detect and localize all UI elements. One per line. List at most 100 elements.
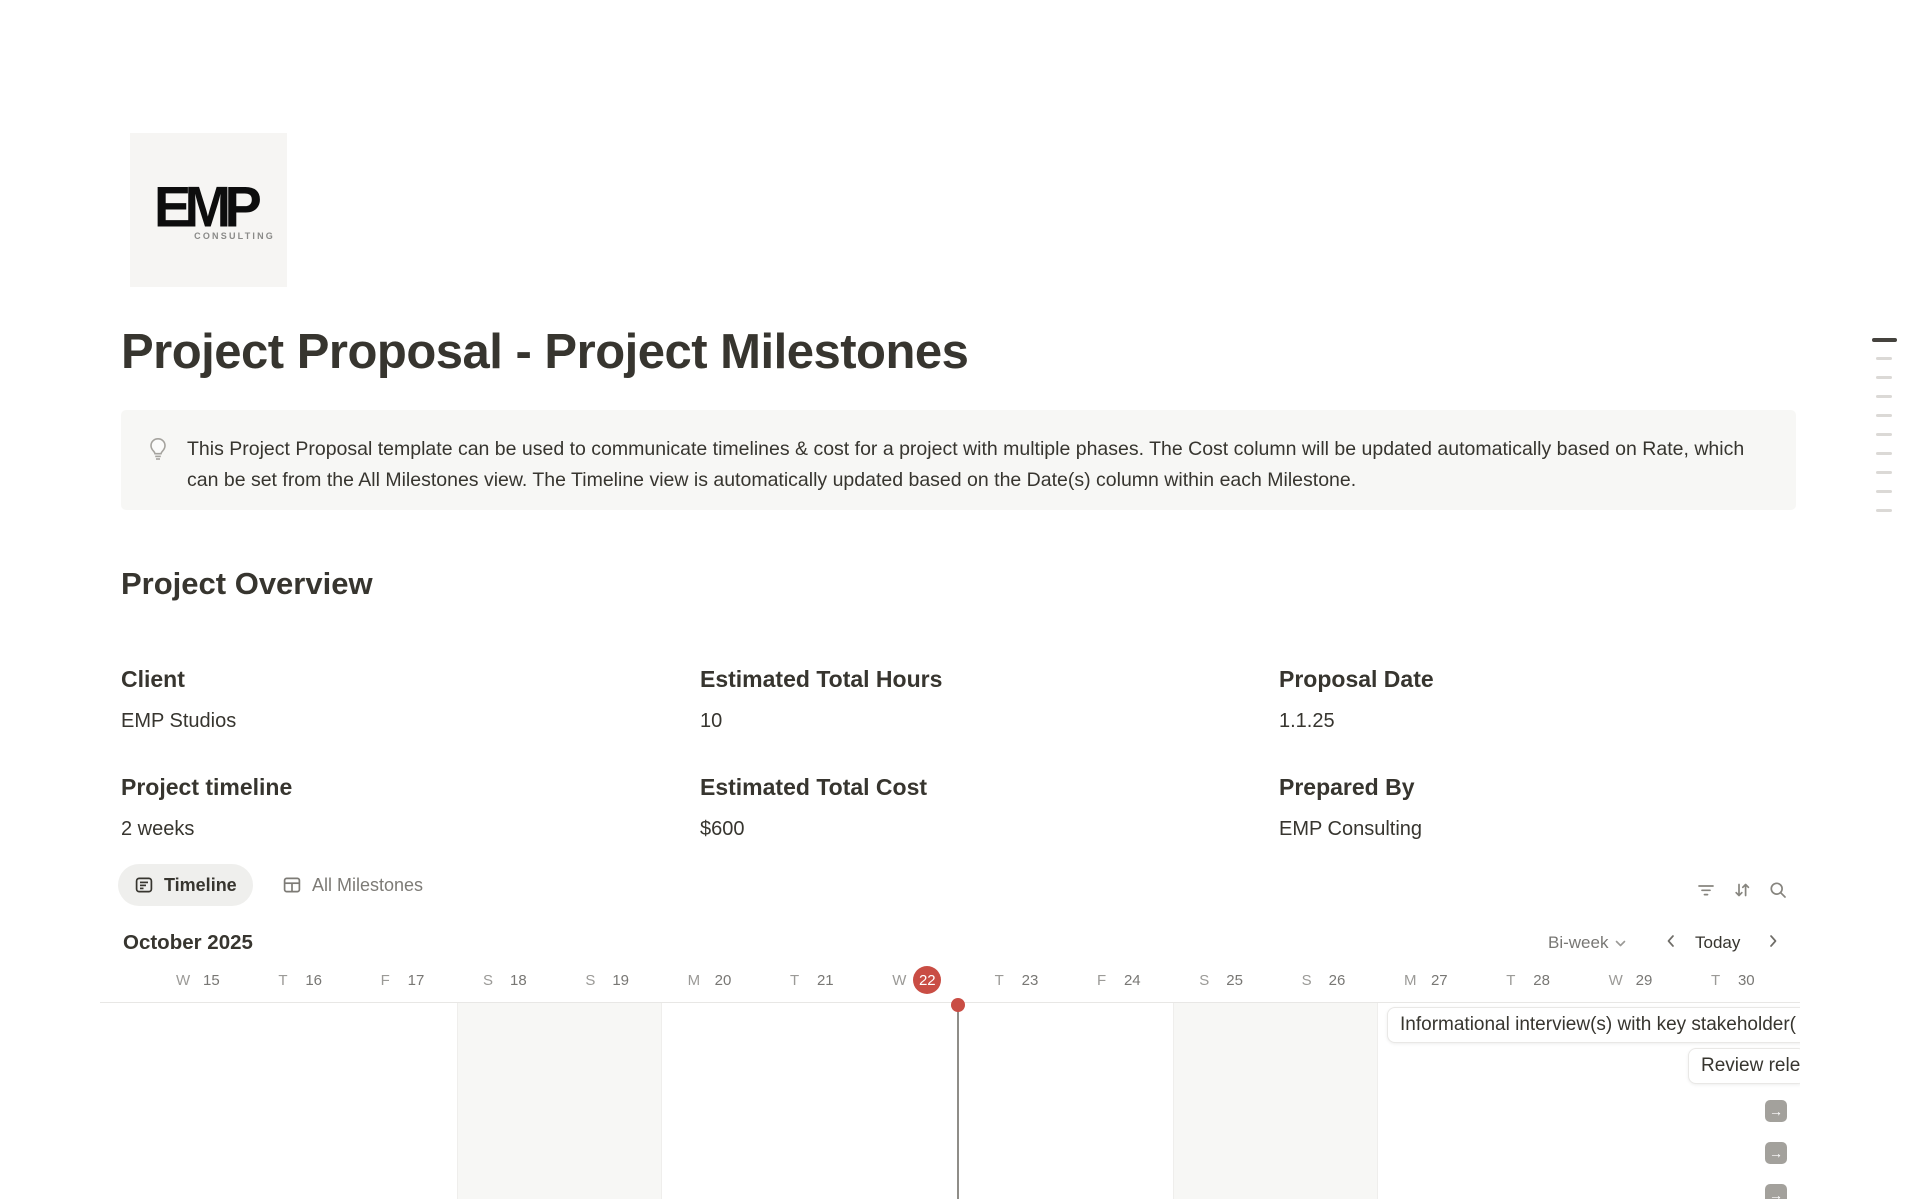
timeline-day-header: W 15 T 16 F 17 S 18 S 19 M 20 T 21 W 22 T 23 F 24 S 25 S 26 M 27 T… bbox=[100, 961, 1800, 1001]
outline-dash[interactable] bbox=[1876, 395, 1892, 398]
day-number: 25 bbox=[1226, 971, 1243, 989]
timeline-month-label: October 2025 bbox=[123, 931, 253, 954]
table-view-icon bbox=[282, 875, 302, 895]
outline-dash-active[interactable] bbox=[1872, 338, 1897, 342]
timeline-body: Informational interview(s) with key stak… bbox=[100, 1002, 1800, 1199]
day-letter: M bbox=[1403, 971, 1417, 989]
outline-dash[interactable] bbox=[1876, 414, 1892, 417]
arrow-right-icon: → bbox=[1769, 1103, 1783, 1119]
day-header-cell: W 15 bbox=[150, 961, 252, 999]
light-bulb-icon bbox=[145, 436, 171, 462]
page-logo[interactable]: EMP CONSULTING bbox=[130, 133, 287, 287]
chevron-left-icon bbox=[1664, 933, 1678, 949]
outline-dash[interactable] bbox=[1876, 490, 1892, 493]
today-date-badge: 22 bbox=[913, 966, 942, 994]
day-letter: W bbox=[176, 971, 191, 989]
tab-all-milestones-label: All Milestones bbox=[312, 874, 424, 895]
milestone-bar[interactable]: Review relev bbox=[1688, 1048, 1800, 1084]
arrow-right-icon: → bbox=[1769, 1187, 1783, 1199]
day-number: 28 bbox=[1533, 971, 1550, 989]
tab-timeline-label: Timeline bbox=[164, 874, 237, 895]
timeline-today-label: Today bbox=[1695, 933, 1741, 952]
tab-timeline[interactable]: Timeline bbox=[118, 864, 253, 906]
today-indicator-dot bbox=[951, 998, 965, 1012]
timeline-prev-button[interactable] bbox=[1664, 933, 1678, 949]
day-header-cell: T 30 bbox=[1685, 961, 1787, 999]
day-letter: T bbox=[789, 971, 800, 989]
field-value[interactable]: EMP Consulting bbox=[1279, 818, 1423, 840]
field-value[interactable]: 2 weeks bbox=[121, 818, 195, 840]
timeline-zoom-value: Bi-week bbox=[1548, 933, 1609, 952]
page-title[interactable]: Project Proposal - Project Milestones bbox=[121, 325, 969, 379]
day-header-cell: T 21 bbox=[764, 961, 866, 999]
day-header-cell: T 23 bbox=[969, 961, 1071, 999]
day-number: 19 bbox=[612, 971, 629, 989]
outline-dash[interactable] bbox=[1876, 509, 1892, 512]
timeline-today-button[interactable]: Today bbox=[1695, 933, 1740, 953]
timeline-zoom-select[interactable]: Bi-week bbox=[1548, 933, 1627, 953]
section-heading: Project Overview bbox=[121, 566, 373, 601]
day-letter: F bbox=[1096, 971, 1107, 989]
day-letter: T bbox=[278, 971, 288, 989]
field-label: Project timeline bbox=[121, 774, 293, 800]
outline-dash[interactable] bbox=[1876, 357, 1892, 360]
outline-dash[interactable] bbox=[1876, 433, 1892, 436]
day-letter: M bbox=[687, 971, 701, 989]
field-label: Estimated Total Cost bbox=[700, 774, 928, 800]
filter-icon[interactable] bbox=[1694, 878, 1718, 902]
field-value[interactable]: 1.1.25 bbox=[1279, 710, 1335, 732]
day-header-cell: F 17 bbox=[355, 961, 457, 999]
day-letter: T bbox=[994, 971, 1004, 989]
milestone-bar[interactable]: Informational interview(s) with key stak… bbox=[1387, 1007, 1800, 1043]
day-letter: S bbox=[585, 971, 596, 989]
day-number: 15 bbox=[203, 971, 220, 989]
day-number: 24 bbox=[1123, 971, 1141, 989]
today-indicator-line bbox=[957, 1004, 959, 1199]
day-number: 29 bbox=[1635, 971, 1653, 989]
field-value[interactable]: $600 bbox=[700, 818, 745, 840]
day-number: 27 bbox=[1430, 971, 1448, 989]
scroll-to-bar-button[interactable]: → bbox=[1765, 1100, 1787, 1122]
day-number: 30 bbox=[1737, 971, 1755, 989]
scroll-to-bar-button[interactable]: → bbox=[1765, 1184, 1787, 1199]
day-header-cell: S 19 bbox=[559, 961, 661, 999]
field-value[interactable]: EMP Studios bbox=[121, 710, 237, 732]
weekend-stripe bbox=[456, 1003, 662, 1199]
day-letter: S bbox=[482, 971, 493, 989]
chevron-down-icon bbox=[1614, 937, 1627, 950]
day-letter: F bbox=[380, 971, 390, 989]
day-header-cell: T 28 bbox=[1480, 961, 1582, 999]
sort-icon[interactable] bbox=[1730, 878, 1754, 902]
logo-text: EMP bbox=[153, 174, 262, 239]
search-icon[interactable] bbox=[1766, 878, 1790, 902]
day-header-cell: W 29 bbox=[1583, 961, 1685, 999]
field-value[interactable]: 10 bbox=[700, 710, 723, 732]
field-label: Proposal Date bbox=[1279, 666, 1434, 692]
timeline-next-button[interactable] bbox=[1766, 933, 1780, 949]
outline-dash[interactable] bbox=[1876, 471, 1892, 474]
day-letter: S bbox=[1301, 971, 1312, 989]
logo-subtext: CONSULTING bbox=[194, 231, 275, 241]
day-letter: T bbox=[1710, 971, 1721, 989]
timeline-view-icon bbox=[134, 875, 154, 895]
day-header-cell: W 22 bbox=[866, 961, 968, 999]
field-label: Prepared By bbox=[1279, 774, 1415, 800]
outline-dash[interactable] bbox=[1876, 452, 1892, 455]
day-header-cell: F 24 bbox=[1071, 961, 1173, 999]
day-header-cell: S 18 bbox=[457, 961, 559, 999]
scroll-to-bar-button[interactable]: → bbox=[1765, 1142, 1787, 1164]
callout-block[interactable]: This Project Proposal template can be us… bbox=[121, 410, 1796, 510]
day-number: 17 bbox=[407, 971, 425, 989]
field-label: Client bbox=[121, 666, 185, 692]
day-letter: S bbox=[1199, 971, 1210, 989]
day-header-cell: M 20 bbox=[662, 961, 764, 999]
day-letter: W bbox=[1608, 971, 1623, 989]
tab-all-milestones[interactable]: All Milestones bbox=[266, 864, 439, 906]
day-number: 23 bbox=[1021, 971, 1039, 989]
chevron-right-icon bbox=[1766, 933, 1780, 949]
day-number: 21 bbox=[816, 971, 834, 989]
outline-dash[interactable] bbox=[1876, 376, 1892, 379]
day-letter: T bbox=[1506, 971, 1516, 989]
weekend-stripe bbox=[1173, 1003, 1378, 1199]
